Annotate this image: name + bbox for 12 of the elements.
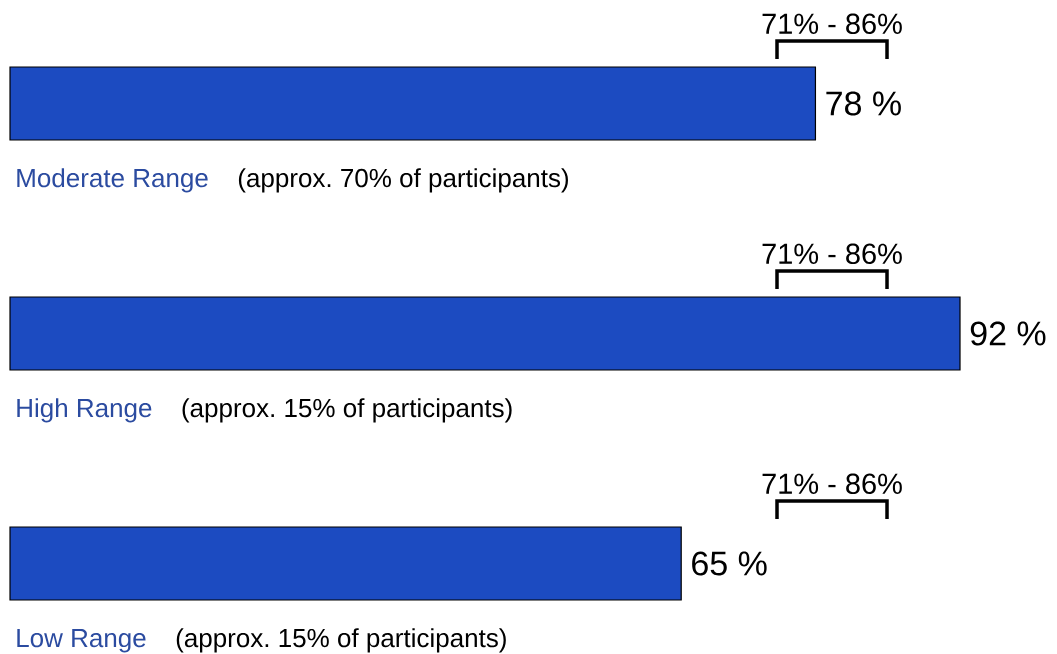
annotation: (approx. 15% of participants) [176,628,506,653]
data-label: 78 % [826,91,901,116]
y-tick-label: High Range [17,398,152,423]
text: 71% - 86% [762,13,902,35]
annotation: 71% - 86% [762,473,902,495]
annotation: (approx. 70% of participants) [238,168,568,193]
data-label: 92 % [970,321,1046,346]
y-tick-label: Moderate Range [17,168,208,193]
annotation: (approx. 15% of participants) [182,398,512,423]
y-tick-label: Low Range [17,629,146,653]
annotation: 71% - 86% [762,243,902,265]
data-label: 65 % [692,551,767,576]
